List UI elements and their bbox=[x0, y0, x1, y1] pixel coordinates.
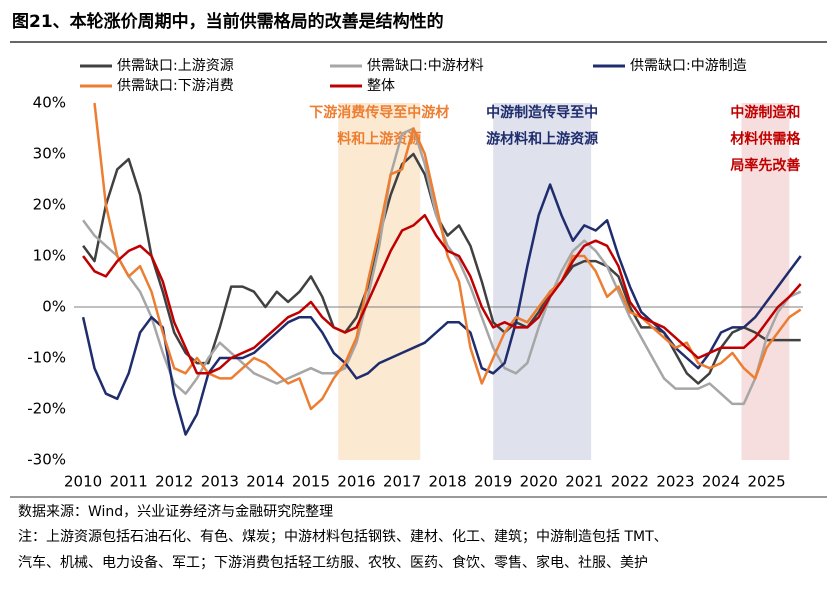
x-tick-label: 2016 bbox=[337, 473, 375, 491]
x-tick-label: 2013 bbox=[201, 473, 239, 491]
x-tick-label: 2025 bbox=[747, 473, 785, 491]
series-line bbox=[82, 213, 802, 375]
legend-label: 整体 bbox=[367, 78, 395, 94]
highlight-label: 中游制造传导至中 bbox=[486, 104, 598, 121]
highlight-label: 材料供需格 bbox=[730, 131, 801, 148]
x-tick-label: 2015 bbox=[292, 473, 330, 491]
note-line: 汽车、机械、电力设备、军工；下游消费包括轻工纺服、农牧、医药、食饮、零售、家电、… bbox=[18, 554, 648, 571]
highlight-label: 中游制造和 bbox=[730, 104, 800, 121]
legend-label: 供需缺口:下游消费 bbox=[117, 78, 234, 94]
series-line bbox=[81, 183, 802, 436]
x-tick-label: 2011 bbox=[110, 473, 148, 491]
y-tick-label: 30% bbox=[33, 145, 66, 163]
series-line bbox=[93, 102, 802, 411]
y-tick-label: -10% bbox=[27, 349, 66, 367]
x-tick-label: 2014 bbox=[246, 473, 284, 491]
y-tick-label: -30% bbox=[27, 451, 66, 469]
highlight-label: 下游消费传导至中游材 bbox=[309, 104, 449, 121]
legend-label: 供需缺口:上游资源 bbox=[117, 58, 234, 74]
y-tick-label: 40% bbox=[33, 94, 66, 112]
highlight-label: 局率先改善 bbox=[730, 157, 800, 174]
x-tick-label: 2018 bbox=[429, 473, 467, 491]
x-tick-label: 2022 bbox=[611, 473, 649, 491]
y-tick-label: -20% bbox=[27, 400, 66, 418]
series-line bbox=[82, 152, 801, 385]
note-line: 注：上游资源包括石油石化、有色、煤炭；中游材料包括钢铁、建材、化工、建筑；中游制… bbox=[18, 528, 668, 545]
legend-label: 供需缺口:中游制造 bbox=[630, 58, 747, 74]
x-tick-label: 2020 bbox=[520, 473, 558, 491]
legend-label: 供需缺口:中游材料 bbox=[367, 58, 484, 74]
x-tick-label: 2021 bbox=[565, 473, 603, 491]
y-tick-label: 20% bbox=[33, 196, 66, 214]
chart-title: 图21、本轮涨价周期中，当前供需格局的改善是结构性的 bbox=[12, 11, 444, 32]
y-tick-label: 10% bbox=[33, 247, 66, 265]
x-tick-label: 2023 bbox=[656, 473, 694, 491]
x-tick-label: 2010 bbox=[64, 473, 102, 491]
x-tick-label: 2024 bbox=[702, 473, 740, 491]
source: 数据来源：Wind，兴业证券经济与金融研究院整理 bbox=[18, 504, 333, 520]
highlight-band bbox=[338, 103, 421, 460]
highlight-band bbox=[493, 103, 592, 460]
x-tick-label: 2017 bbox=[383, 473, 421, 491]
highlight-label: 游材料和上游资源 bbox=[486, 131, 598, 148]
x-tick-label: 2019 bbox=[474, 473, 512, 491]
x-tick-label: 2012 bbox=[155, 473, 193, 491]
y-tick-label: 0% bbox=[42, 298, 66, 316]
